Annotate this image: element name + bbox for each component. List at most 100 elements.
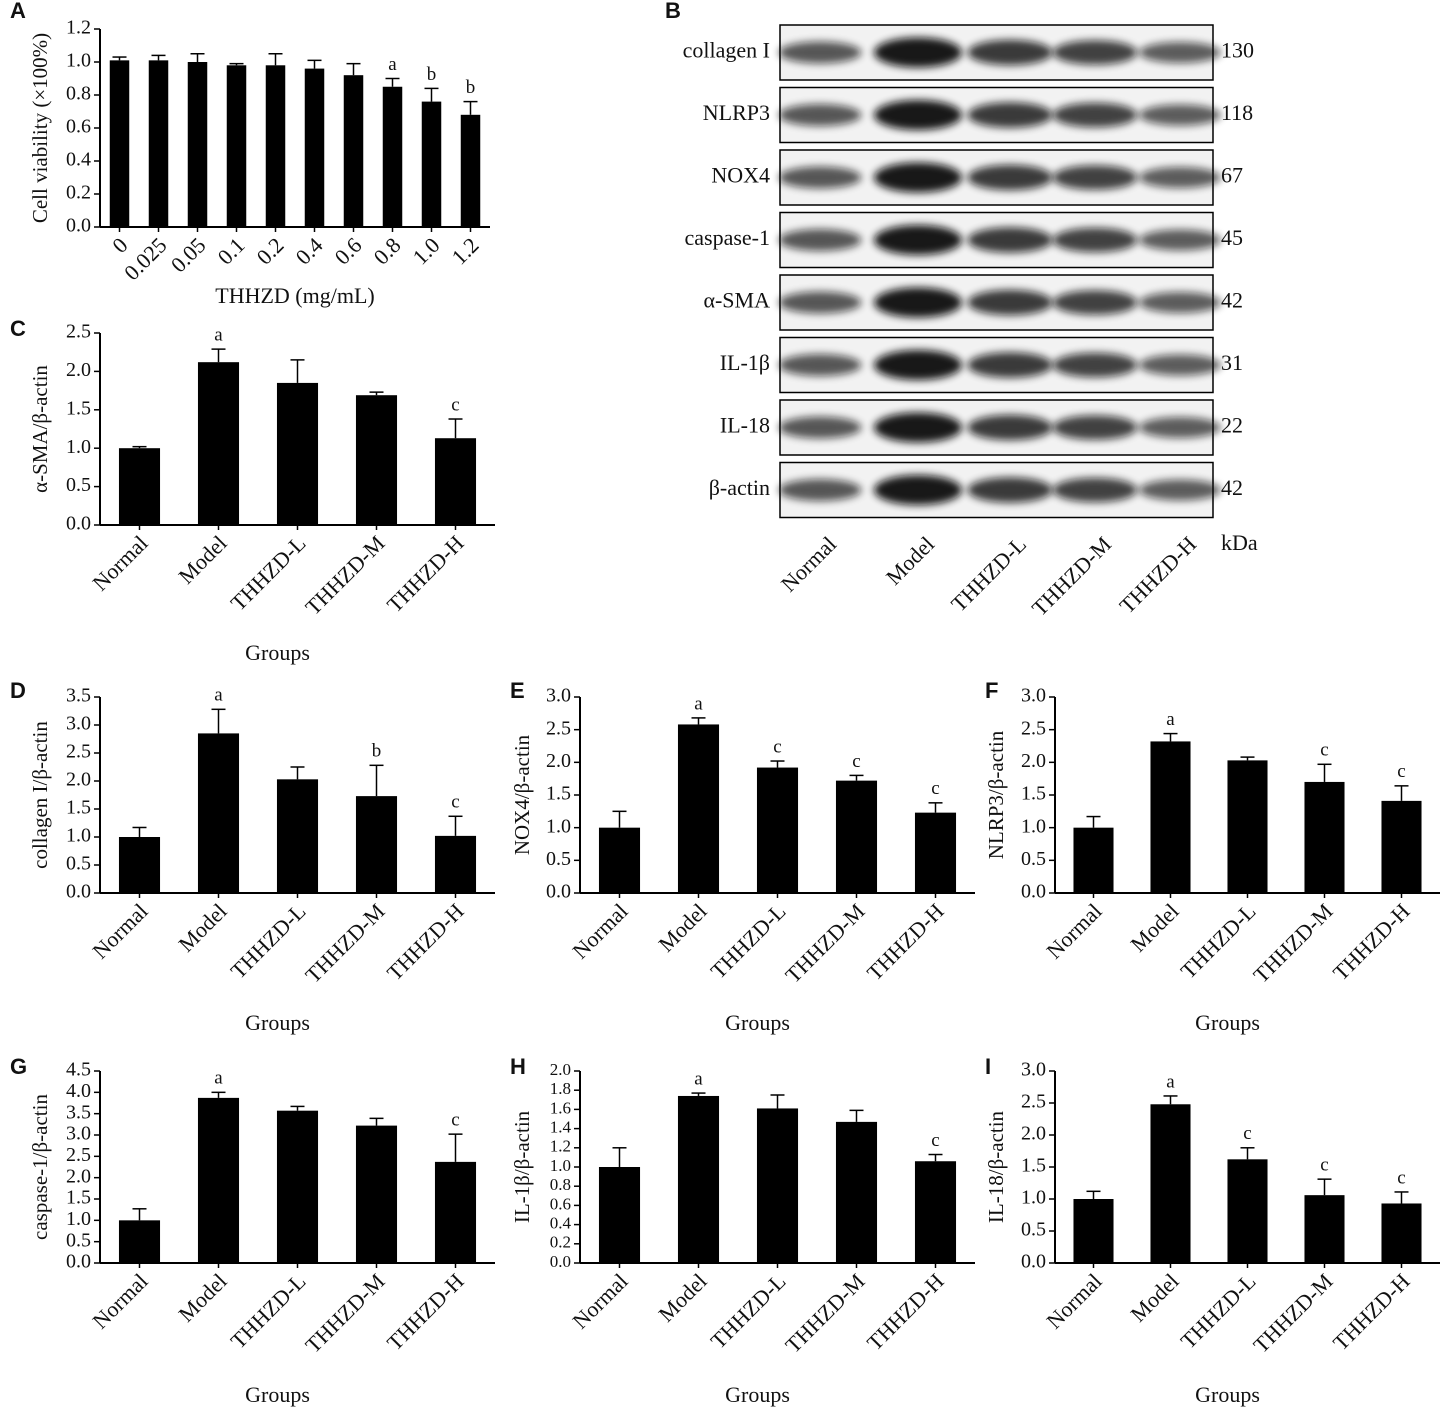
y-tick-label: 0.0 — [550, 1252, 571, 1271]
y-tick-label: 2.0 — [66, 769, 91, 791]
x-tick-label: THHZD-L — [706, 1268, 791, 1353]
protein-label: IL-18 — [720, 413, 770, 438]
y-tick-label: 2.5 — [546, 717, 571, 739]
kda-label: 42 — [1221, 475, 1243, 500]
annotation: c — [1397, 1167, 1405, 1188]
y-tick-label: 2.5 — [1021, 717, 1046, 739]
y-tick-label: 1.0 — [546, 815, 571, 837]
bar — [756, 767, 799, 893]
blot-band — [1139, 42, 1221, 63]
x-tick-label: THHZD-M — [780, 1268, 869, 1357]
y-tick-label: 3.0 — [1021, 1059, 1046, 1081]
y-tick-label: 1.2 — [550, 1137, 571, 1156]
panel-letter: A — [10, 0, 26, 23]
x-tick-label: Normal — [1041, 898, 1106, 963]
blot-band — [874, 162, 962, 193]
blot-band — [778, 479, 862, 501]
annotation: b — [372, 741, 382, 762]
y-axis-label: NOX4/β-actin — [510, 734, 534, 855]
annotation: b — [466, 77, 476, 98]
x-tick-label: 0 — [107, 232, 132, 257]
blot-band — [778, 416, 862, 439]
bar — [460, 114, 481, 227]
y-tick-label: 1.5 — [66, 1187, 91, 1209]
y-tick-label: 3.5 — [66, 685, 91, 707]
x-tick-label: Normal — [567, 898, 632, 963]
blot-band — [1139, 292, 1221, 313]
y-tick-label: 1.5 — [66, 397, 91, 419]
annotation: a — [1166, 1071, 1175, 1092]
blot-band — [874, 100, 962, 130]
lane-label: THHZD-H — [1114, 531, 1201, 618]
y-tick-label: 4.0 — [66, 1080, 91, 1102]
y-tick-label: 0.6 — [66, 116, 91, 138]
x-tick-label: 0.05 — [166, 232, 211, 277]
y-tick-label: 0.5 — [546, 848, 571, 870]
bar — [109, 60, 130, 227]
x-tick-label: 1.2 — [446, 232, 483, 269]
bar — [598, 1167, 641, 1263]
bar — [187, 62, 208, 227]
x-axis-label: Groups — [725, 1382, 790, 1407]
blot-band — [874, 412, 962, 443]
x-tick-label: THHZD-M — [300, 898, 389, 987]
annotation: c — [931, 778, 939, 799]
protein-label: IL-1β — [720, 350, 770, 375]
annotation: c — [931, 1130, 939, 1151]
y-tick-label: 1.8 — [550, 1079, 571, 1098]
y-tick-label: 0.0 — [546, 881, 571, 903]
y-tick-label: 0.5 — [1021, 848, 1046, 870]
bar — [355, 796, 398, 893]
x-tick-label: THHZD-L — [226, 530, 311, 615]
annotation: c — [451, 394, 459, 415]
bar — [835, 780, 878, 893]
x-tick-label: THHZD-M — [300, 1268, 389, 1357]
y-tick-label: 0.5 — [66, 853, 91, 875]
blot-band — [1052, 165, 1138, 190]
kda-label: 130 — [1221, 38, 1254, 63]
x-tick-label: 0.4 — [290, 232, 327, 269]
panel-letter: C — [10, 316, 26, 341]
y-tick-label: 1.6 — [550, 1098, 571, 1117]
y-tick-label: 0.0 — [66, 215, 91, 237]
kda-label: 31 — [1221, 350, 1243, 375]
annotation: a — [694, 1068, 703, 1089]
bar — [118, 837, 161, 893]
kda-label: 67 — [1221, 163, 1243, 188]
bar — [835, 1121, 878, 1263]
bar — [1227, 1159, 1268, 1263]
y-axis-label: caspase-1/β-actin — [28, 1094, 52, 1240]
y-tick-label: 0.0 — [1021, 881, 1046, 903]
protein-label: caspase-1 — [684, 225, 770, 250]
y-axis-label: α-SMA/β-actin — [28, 365, 52, 493]
y-tick-label: 2.5 — [66, 321, 91, 343]
x-axis-label: Groups — [1195, 1010, 1260, 1035]
blot-band — [874, 475, 962, 505]
x-tick-label: THHZD-H — [382, 1268, 469, 1355]
blot-band — [1052, 352, 1138, 378]
x-tick-label: THHZD-H — [862, 898, 949, 985]
bar — [265, 65, 286, 227]
blot-band — [874, 225, 962, 255]
bar — [197, 1097, 240, 1263]
annotation: c — [773, 736, 781, 757]
x-tick-label: THHZD-H — [382, 530, 469, 617]
bar — [677, 724, 720, 893]
y-tick-label: 0.0 — [66, 881, 91, 903]
annotation: a — [1166, 709, 1175, 730]
x-tick-label: THHZD-L — [226, 898, 311, 983]
bar — [1381, 1203, 1422, 1263]
x-tick-label: THHZD-L — [226, 1268, 311, 1353]
x-axis-label: Groups — [1195, 1382, 1260, 1407]
y-tick-label: 2.0 — [1021, 750, 1046, 772]
lane-label: Normal — [776, 531, 841, 596]
annotation: a — [214, 1068, 223, 1089]
bar — [355, 1125, 398, 1263]
y-tick-label: 4.5 — [66, 1059, 91, 1081]
blot-band — [1052, 290, 1138, 315]
x-tick-label: Normal — [87, 530, 152, 595]
bar — [276, 382, 319, 525]
y-tick-label: 0.5 — [66, 1229, 91, 1251]
annotation: c — [451, 792, 459, 813]
x-tick-label: 0.1 — [212, 232, 249, 269]
